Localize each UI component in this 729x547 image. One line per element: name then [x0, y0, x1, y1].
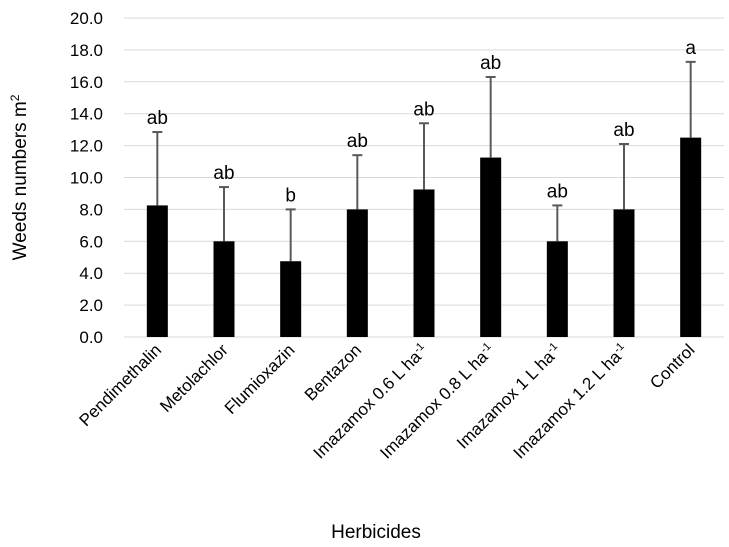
bar: [346, 209, 368, 337]
y-tick-label: 14.0: [70, 105, 103, 124]
y-tick-label: 16.0: [70, 73, 103, 92]
y-tick-label: 8.0: [79, 200, 103, 219]
bar: [680, 137, 702, 337]
bar: [280, 261, 302, 337]
significance-label: a: [685, 38, 696, 59]
significance-label: ab: [547, 181, 568, 202]
x-axis-title: Herbicides: [331, 522, 421, 543]
x-tick-label: Bentazon: [301, 340, 365, 404]
y-tick-label: 6.0: [79, 232, 103, 251]
bar: [213, 241, 235, 337]
y-tick-label: 0.0: [79, 328, 103, 347]
y-tick-label: 18.0: [70, 41, 103, 60]
bar: [480, 157, 502, 337]
x-tick-label: Flumioxazin: [221, 340, 299, 418]
y-tick-label: 2.0: [79, 296, 103, 315]
y-tick-label: 4.0: [79, 264, 103, 283]
x-tick-label: Imazamox 1.2 L ha-1: [510, 340, 632, 462]
significance-label: ab: [480, 53, 501, 74]
y-tick-label: 20.0: [70, 9, 103, 28]
y-axis-title: Weeds numbers m2: [8, 94, 31, 260]
significance-label: b: [285, 185, 296, 206]
significance-label: ab: [213, 163, 234, 184]
bar: [546, 241, 568, 337]
error-bars: [152, 60, 696, 262]
x-tick-label: Imazamox 0.8 L ha-1: [376, 340, 498, 462]
bars: [146, 137, 702, 337]
significance-label: ab: [613, 120, 634, 141]
x-tick-label: Imazamox 0.6 L ha-1: [310, 340, 432, 462]
significance-label: ab: [347, 131, 368, 152]
bar: [146, 205, 168, 337]
significance-label: ab: [147, 108, 168, 129]
y-tick-label: 10.0: [70, 169, 103, 188]
bar: [413, 189, 435, 337]
bar: [613, 209, 635, 337]
x-tick-label: Pendimethalin: [76, 340, 166, 430]
y-tick-label: 12.0: [70, 137, 103, 156]
significance-label: ab: [413, 99, 434, 120]
significance-labels: ab ab b ab ab ab ab ab a: [147, 38, 697, 207]
y-tick-labels: 0.0 2.0 4.0 6.0 8.0 10.0 12.0 14.0 16.0 18.0 20.0: [70, 9, 103, 347]
x-tick-label: Control: [646, 340, 698, 392]
